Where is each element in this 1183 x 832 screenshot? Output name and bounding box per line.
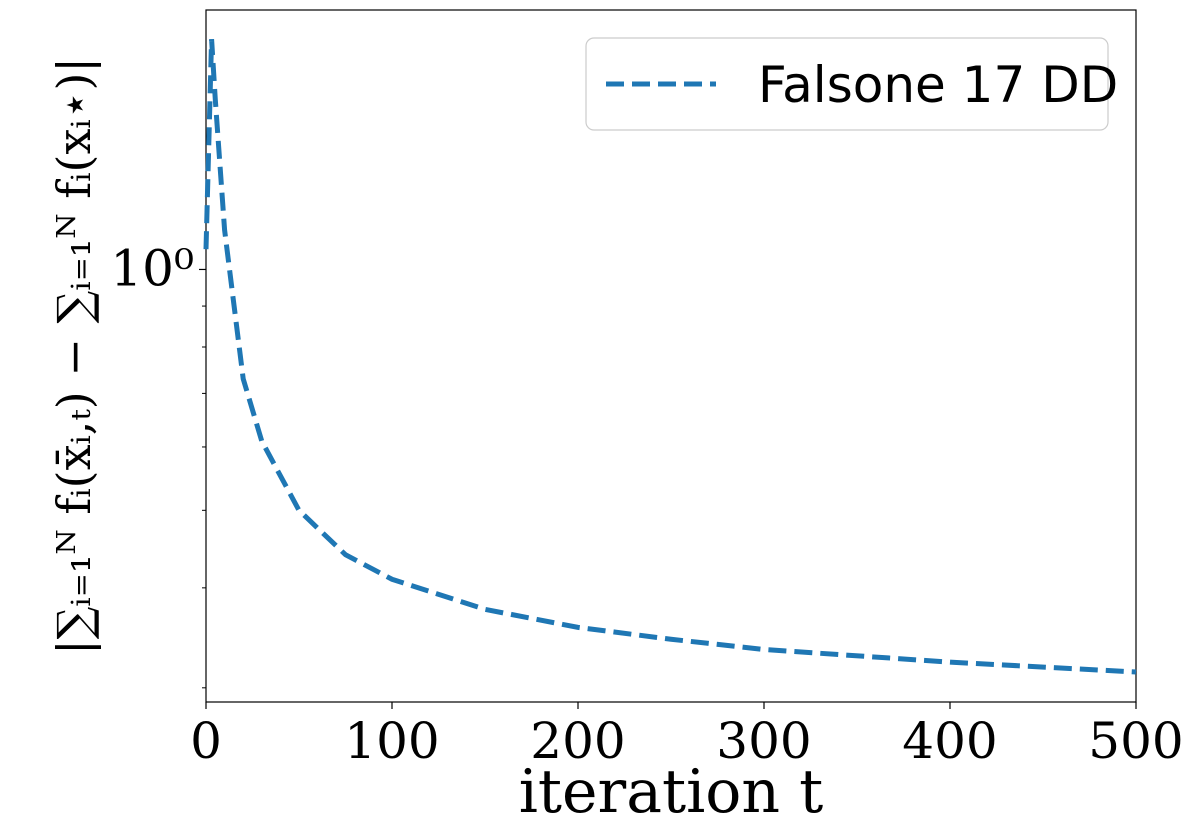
x-tick-label: 200 xyxy=(530,712,625,770)
y-tick-label: 10⁰ xyxy=(110,239,194,297)
x-tick-label: 0 xyxy=(190,712,222,770)
plot-frame xyxy=(205,9,1137,703)
x-tick-label: 100 xyxy=(344,712,439,770)
x-tick-label: 400 xyxy=(902,712,997,770)
y-axis-label: |∑ᵢ₌₁ᴺ fᵢ(x̄ᵢ,ₜ) − ∑ᵢ₌₁ᴺ fᵢ(xᵢ⋆)| xyxy=(47,57,101,655)
data-line xyxy=(203,39,1137,675)
legend-box xyxy=(585,37,1109,131)
x-tick-label: 500 xyxy=(1088,712,1183,770)
x-tick-label: 300 xyxy=(716,712,811,770)
legend-label: Falsone 17 DD xyxy=(758,56,1118,114)
x-axis-label: iteration t xyxy=(519,757,824,827)
